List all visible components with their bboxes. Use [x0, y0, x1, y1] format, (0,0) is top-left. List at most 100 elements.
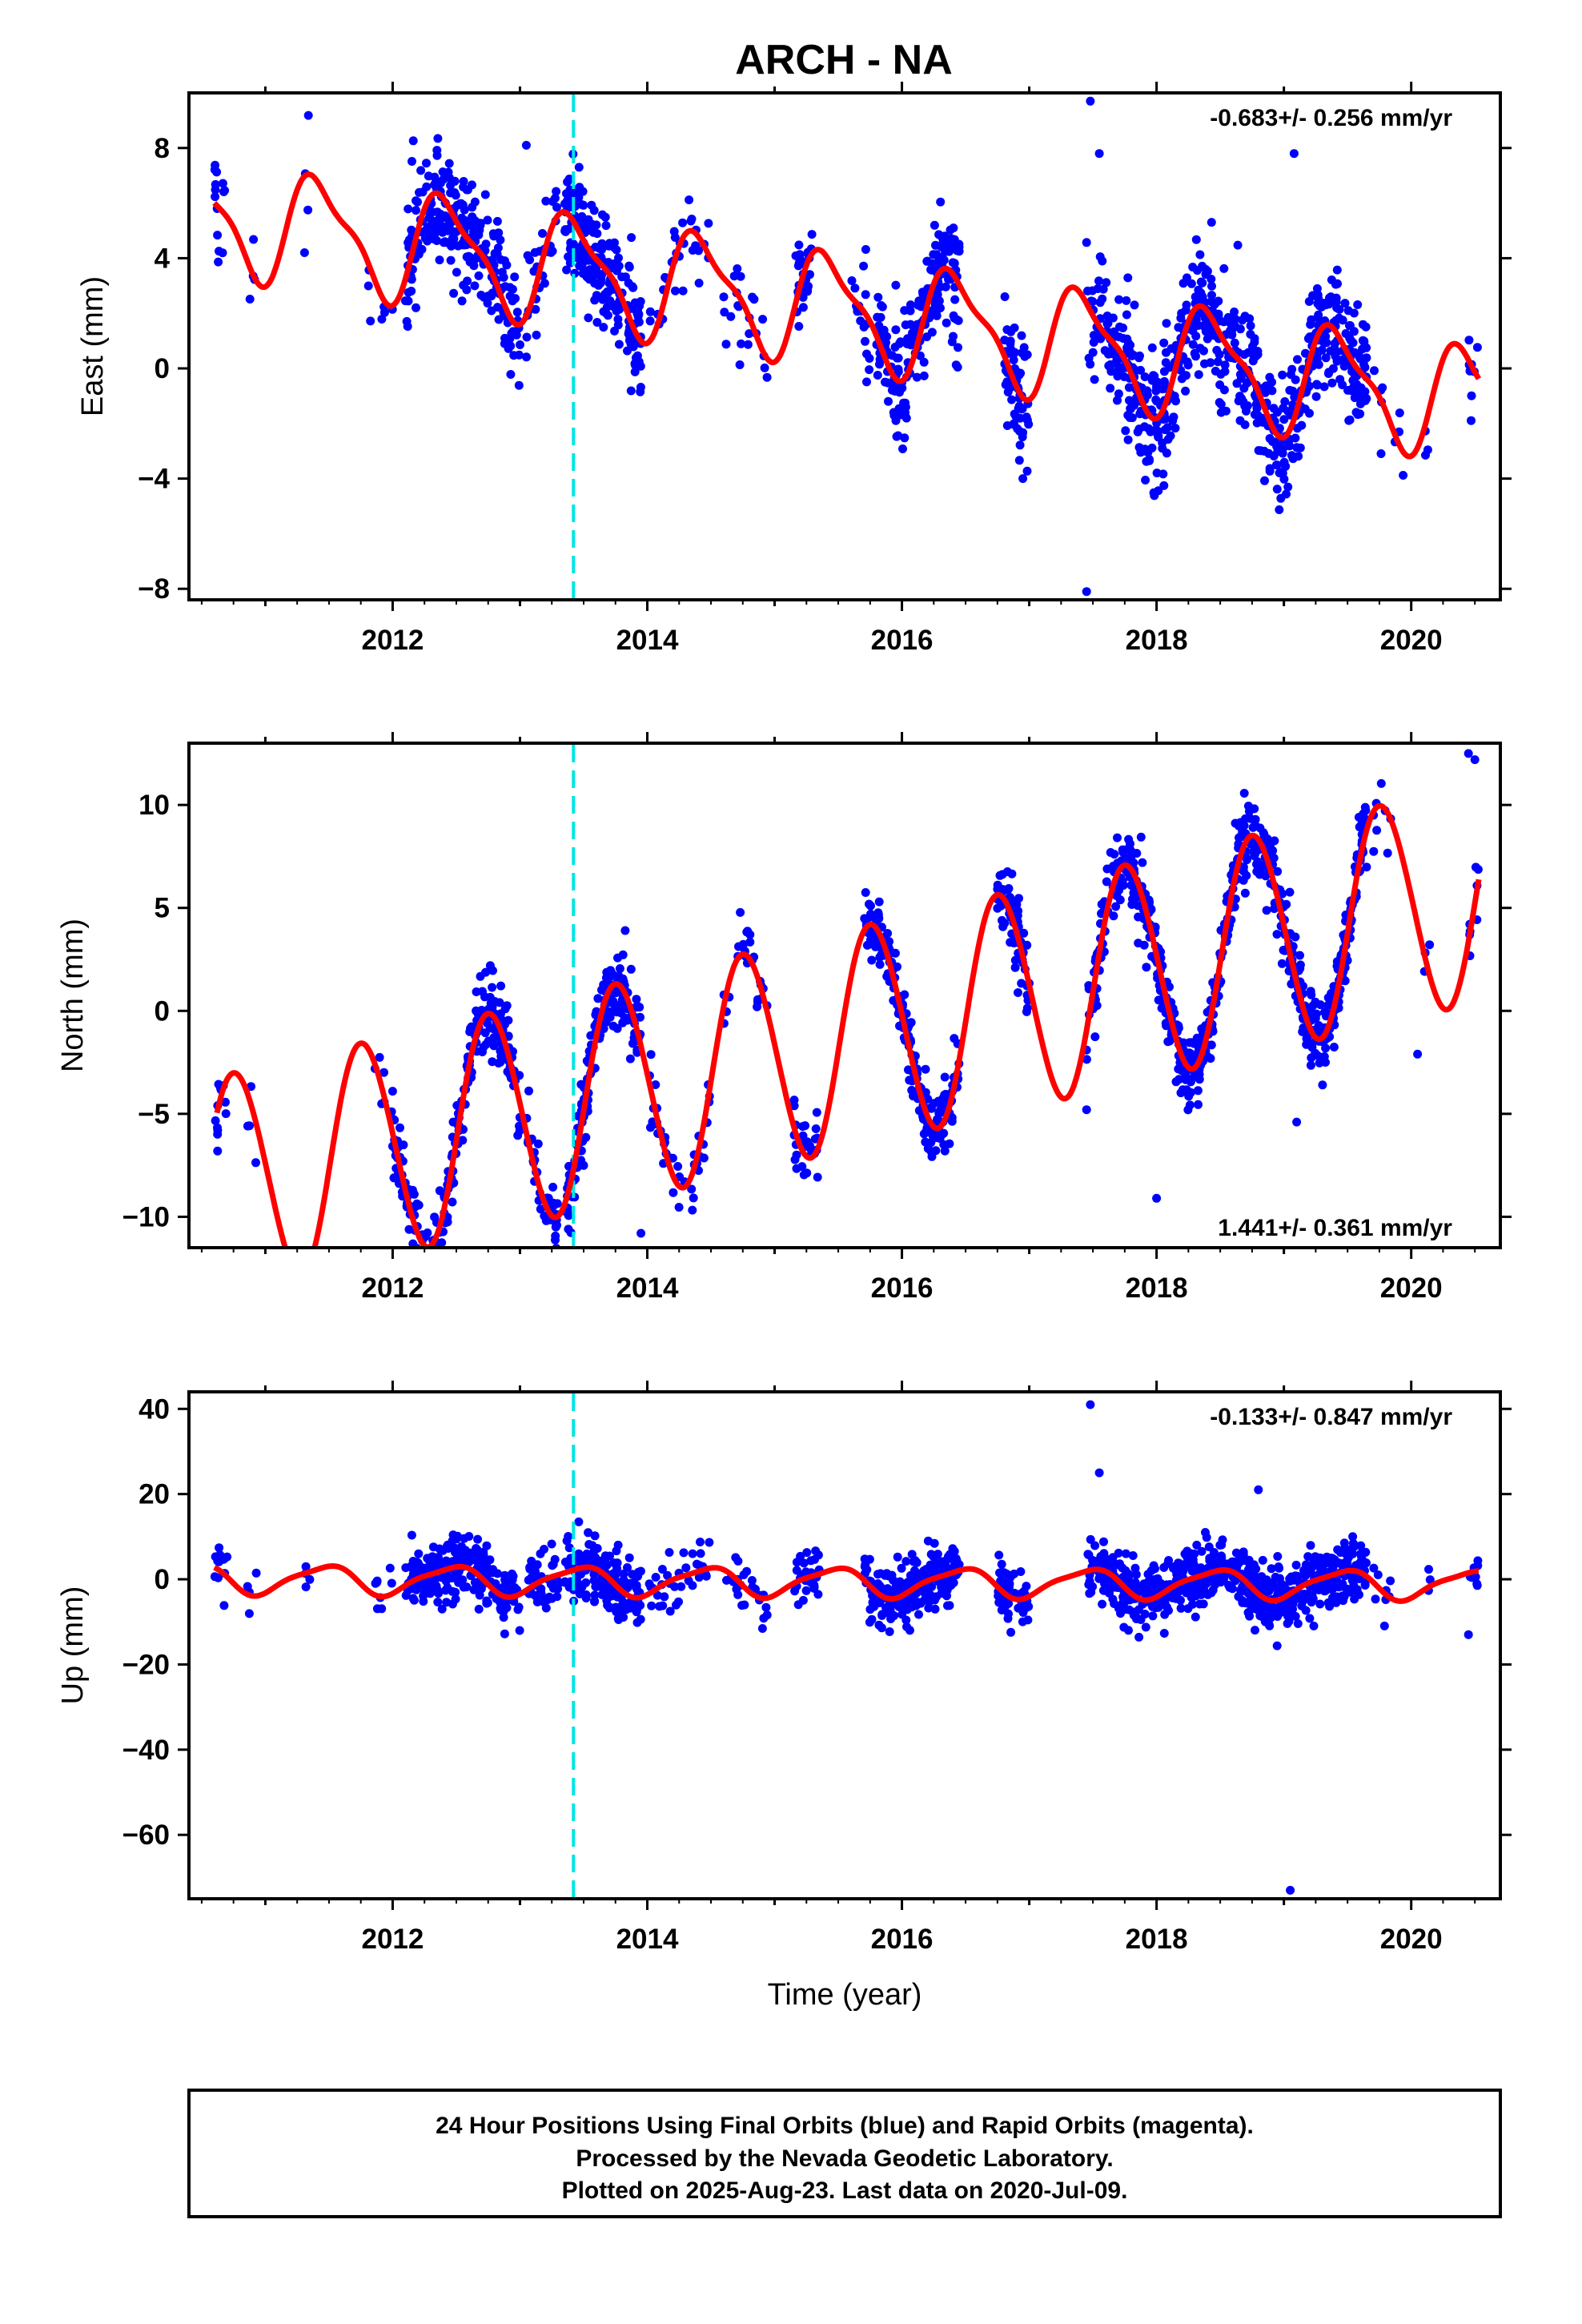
east-point [1153, 377, 1162, 387]
east-point [798, 303, 808, 312]
east-point [1331, 352, 1340, 361]
east-point [465, 252, 475, 262]
up-point [409, 1595, 419, 1605]
east-point [617, 272, 627, 282]
north-outlier-point [1464, 749, 1473, 758]
north-point [1171, 1077, 1181, 1087]
up-point [1277, 1579, 1287, 1589]
up-point [1270, 1582, 1279, 1592]
east-point [1199, 346, 1208, 356]
east-point [1313, 312, 1323, 322]
up-point [631, 1573, 640, 1582]
east-point [1015, 440, 1025, 450]
up-point [939, 1580, 949, 1590]
east-point [512, 330, 521, 340]
east-point [579, 215, 588, 224]
up-y-tick-label: 40 [139, 1393, 170, 1425]
east-outlier-point [1082, 587, 1091, 597]
north-point [430, 1212, 440, 1222]
east-point [686, 216, 696, 226]
east-point [1168, 416, 1178, 425]
north-point [488, 983, 497, 992]
up-point [994, 1550, 1004, 1560]
east-point [1260, 388, 1270, 397]
north-point [651, 1080, 661, 1089]
north-point [303, 1298, 311, 1307]
east-y-tick-label: 8 [155, 133, 170, 164]
east-point [1183, 360, 1193, 370]
east-point [1305, 332, 1315, 342]
east-point [430, 216, 440, 226]
east-point [462, 185, 472, 195]
north-point [1130, 894, 1140, 903]
up-point [452, 1534, 461, 1544]
east-point [538, 229, 547, 238]
east-point [1467, 391, 1476, 400]
north-point [1272, 930, 1282, 939]
up-point [1160, 1596, 1170, 1606]
up-point [796, 1551, 805, 1561]
north-point [736, 907, 745, 917]
east-point [721, 340, 731, 349]
up-point [560, 1558, 570, 1566]
up-point [508, 1569, 516, 1578]
east-point [881, 377, 889, 387]
up-point [1143, 1570, 1153, 1579]
up-point [1288, 1599, 1298, 1609]
north-point [1270, 904, 1279, 914]
east-point [1150, 491, 1159, 501]
up-point [387, 1578, 396, 1588]
up-point [1018, 1608, 1028, 1617]
east-x-tick-label: 2018 [1126, 625, 1188, 656]
east-point [446, 255, 456, 265]
up-point [444, 1542, 454, 1551]
up-point [1196, 1563, 1206, 1573]
north-point [616, 975, 625, 983]
north-point [674, 1203, 684, 1212]
east-point [1162, 423, 1172, 432]
north-point [1291, 932, 1300, 942]
east-point [861, 245, 870, 254]
east-point [1125, 396, 1134, 405]
up-point [1306, 1541, 1315, 1550]
up-point [924, 1603, 934, 1613]
east-point [522, 352, 531, 362]
east-point [578, 252, 588, 262]
east-point [1235, 392, 1245, 401]
east-point [601, 221, 611, 231]
north-point [1473, 865, 1483, 875]
north-point [299, 1277, 308, 1285]
up-point [1141, 1622, 1150, 1632]
east-point [939, 243, 949, 251]
up-point [801, 1586, 811, 1595]
up-point [1188, 1592, 1198, 1602]
up-point [1121, 1549, 1130, 1558]
east-y-tick-label: 0 [155, 353, 170, 384]
up-point [438, 1546, 448, 1555]
east-point [743, 340, 753, 349]
east-point [1086, 360, 1095, 369]
east-point [561, 227, 570, 236]
up-point [1386, 1576, 1395, 1586]
east-point [500, 256, 509, 266]
east-point [1188, 340, 1198, 349]
east-point [1201, 270, 1211, 279]
north-point [1239, 875, 1248, 885]
north-point [221, 1109, 231, 1119]
north-point [502, 1001, 512, 1011]
east-point [628, 282, 637, 292]
up-point [1274, 1562, 1283, 1571]
east-point [1327, 378, 1337, 388]
east-point [1198, 261, 1207, 271]
east-point [1353, 300, 1363, 309]
up-point [1016, 1567, 1026, 1576]
north-point [396, 1123, 404, 1132]
up-point [909, 1557, 918, 1566]
up-point [401, 1563, 411, 1573]
up-point [1163, 1559, 1173, 1568]
up-y-tick-label: 20 [139, 1479, 170, 1510]
north-point [243, 1121, 252, 1131]
east-point [1182, 371, 1191, 380]
east-point [694, 279, 704, 287]
